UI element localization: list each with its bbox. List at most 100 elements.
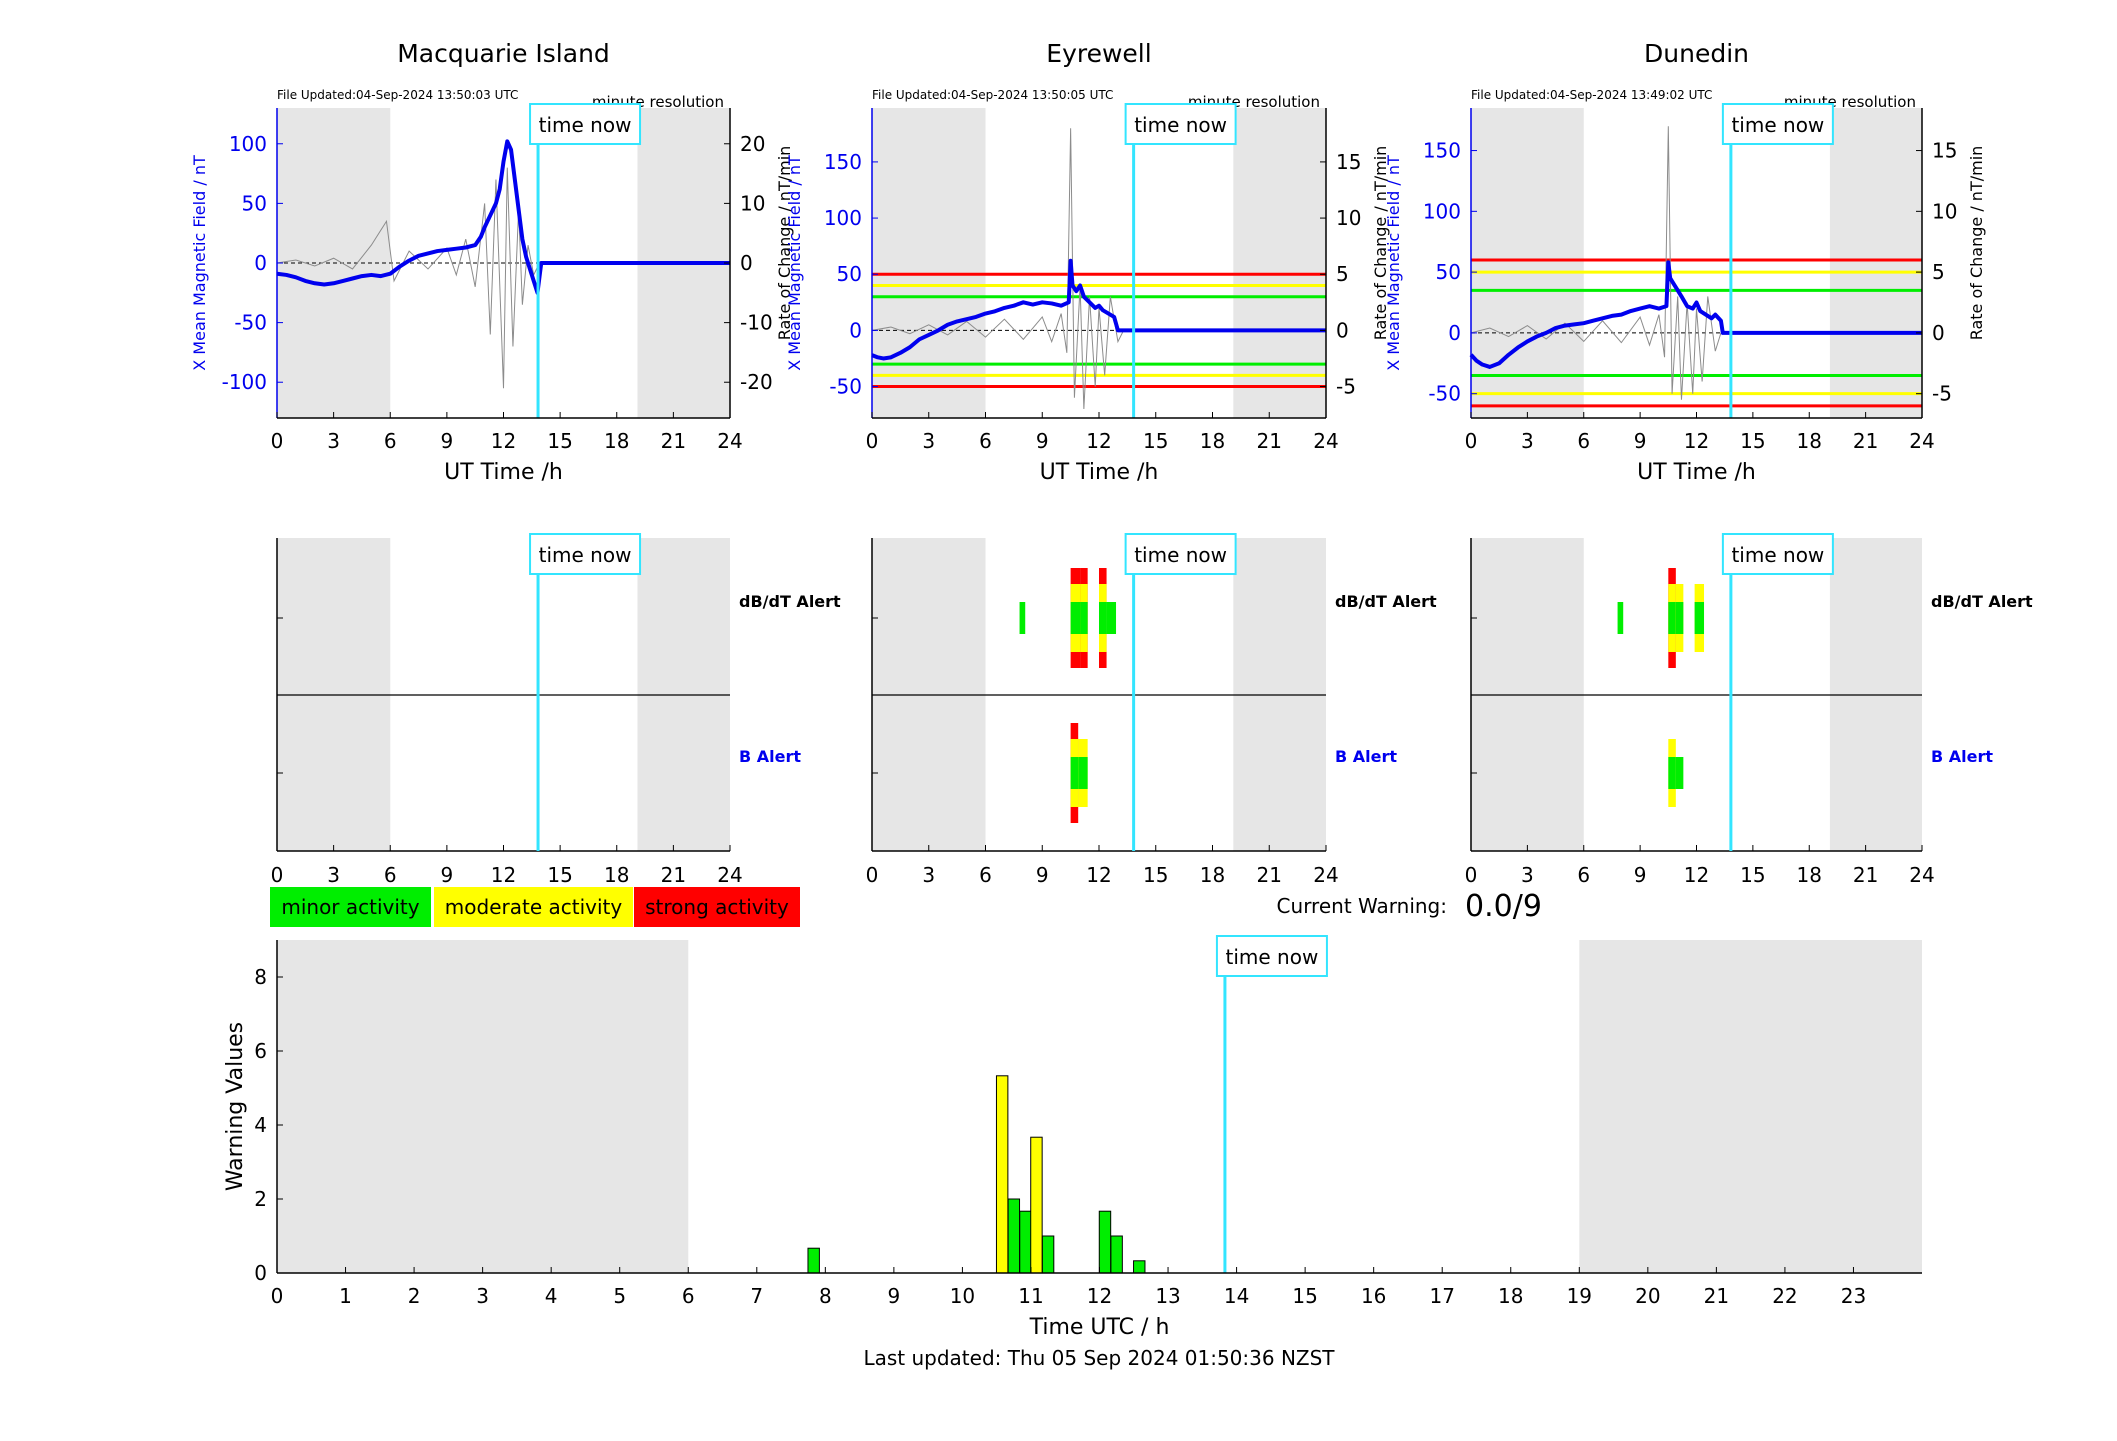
right-tick-label: 10 [1932, 199, 1957, 223]
night-shading [872, 108, 986, 418]
x-tick-label: 0 [271, 863, 284, 887]
x-tick-label: 19 [1567, 1284, 1592, 1308]
x-tick-label: 9 [441, 863, 454, 887]
dbdt-alert-mark-minor [1080, 602, 1088, 634]
left-tick-label: -100 [222, 370, 267, 394]
legend-label-moderate: moderate activity [445, 895, 623, 919]
x-tick-label: 21 [661, 429, 686, 453]
x-tick-label: 18 [604, 429, 629, 453]
dbdt-alert-mark-minor [1675, 602, 1684, 634]
x-tick-label: 18 [1797, 863, 1822, 887]
x-tick-label: 21 [661, 863, 686, 887]
time-now-box [1124, 103, 1237, 145]
right-tick-label: 5 [1336, 262, 1349, 286]
y-tick-label: 8 [254, 965, 267, 989]
x-tick-label: 3 [476, 1284, 489, 1308]
x-tick-label: 6 [1577, 863, 1590, 887]
x-tick-label: 7 [750, 1284, 763, 1308]
x-tick-label: 9 [888, 1284, 901, 1308]
y-axis-label: Warning Values [223, 1022, 248, 1191]
x-tick-label: 12 [1684, 863, 1709, 887]
b-alert-label: B Alert [739, 747, 801, 766]
right-tick-label: -5 [1336, 375, 1356, 399]
x-tick-label: 4 [545, 1284, 558, 1308]
b-alert-label: B Alert [1931, 747, 1993, 766]
x-tick-label: 13 [1155, 1284, 1180, 1308]
x-tick-label: 15 [547, 863, 572, 887]
b-alert-mark-minor [1078, 757, 1088, 789]
time-now-label: time now [1134, 113, 1227, 137]
night-shading [277, 940, 689, 1273]
x-tick-label: 3 [922, 429, 935, 453]
dbdt-alert-label: dB/dT Alert [1335, 592, 1437, 611]
night-shading [1829, 108, 1922, 418]
warning-bar [1030, 1136, 1043, 1274]
x-tick-label: 9 [441, 429, 454, 453]
x-tick-label: 0 [1465, 429, 1478, 453]
x-tick-label: 12 [1086, 863, 1111, 887]
time-now-box [1721, 103, 1834, 145]
x-tick-label: 20 [1635, 1284, 1660, 1308]
x-tick-label: 15 [1740, 429, 1765, 453]
time-now-box [1721, 533, 1834, 575]
right-tick-label: 15 [1932, 139, 1957, 163]
time-now-label: time now [1226, 945, 1319, 969]
right-tick-label: -5 [1932, 382, 1952, 406]
left-tick-label: 50 [242, 191, 267, 215]
file-updated-text: File Updated:04-Sep-2024 13:50:03 UTC [277, 88, 518, 102]
x-tick-label: 15 [1143, 429, 1168, 453]
x-tick-label: 3 [327, 863, 340, 887]
time-now-label: time now [539, 113, 632, 137]
alert-panel-1: time now dB/dT Alert B Alert 0 3 6 9 12 15 18 21 24 [271, 533, 841, 887]
dbdt-alert-mark-minor [1019, 602, 1026, 634]
x-tick-label: 22 [1772, 1284, 1797, 1308]
dbdt-alert-mark-minor [1617, 602, 1624, 634]
alert-panel-2: time now dB/dT Alert B Alert 0 3 6 9 12 15 18 21 24 [866, 533, 1437, 887]
x-tick-label: 6 [979, 863, 992, 887]
left-tick-label: -50 [1428, 382, 1461, 406]
station-title: Macquarie Island [397, 39, 610, 68]
dbdt-alert-label: dB/dT Alert [739, 592, 841, 611]
left-tick-label: 0 [849, 318, 862, 342]
x-tick-label: 24 [1313, 863, 1338, 887]
left-tick-label: 150 [1423, 139, 1461, 163]
dbdt-alert-mark-minor [1106, 602, 1117, 634]
x-tick-label: 15 [547, 429, 572, 453]
left-tick-label: 0 [1448, 321, 1461, 345]
x-tick-label: 24 [1313, 429, 1338, 453]
x-tick-label: 9 [1036, 429, 1049, 453]
x-tick-label: 16 [1361, 1284, 1386, 1308]
x-tick-label: 3 [1521, 429, 1534, 453]
x-tick-label: 3 [1521, 863, 1534, 887]
x-tick-label: 12 [1684, 429, 1709, 453]
magnetometer-panel-2: Eyrewell File Updated:04-Sep-2024 13:50:0… [785, 39, 1390, 485]
b-alert-mark-minor [1675, 757, 1684, 789]
time-now-label: time now [1134, 543, 1227, 567]
file-updated-text: File Updated:04-Sep-2024 13:49:02 UTC [1471, 88, 1712, 102]
night-shading [1233, 108, 1326, 418]
time-now-box [529, 533, 642, 575]
warning-bar [1041, 1235, 1055, 1274]
left-axis-label: X Mean Magnetic Field / nT [785, 155, 804, 371]
x-tick-label: 21 [1853, 863, 1878, 887]
legend-label-minor: minor activity [281, 895, 419, 919]
dbdt-alert-mark-minor [1099, 602, 1107, 634]
legend-label-strong: strong activity [645, 895, 789, 919]
x-axis-label: UT Time /h [444, 460, 563, 485]
rate-of-change-series [871, 128, 1125, 410]
x-tick-label: 24 [1909, 429, 1934, 453]
mean-field-series [1469, 260, 1922, 369]
right-tick-label: 5 [1932, 260, 1945, 284]
x-tick-label: 2 [408, 1284, 421, 1308]
x-tick-label: 5 [613, 1284, 626, 1308]
dbdt-alert-mark-minor [1070, 602, 1081, 634]
x-tick-label: 6 [384, 863, 397, 887]
left-axis-label: X Mean Magnetic Field / nT [1384, 155, 1403, 371]
night-shading [1471, 108, 1584, 418]
left-tick-label: 50 [1436, 260, 1461, 284]
mean-field-series [871, 258, 1326, 361]
x-tick-label: 17 [1429, 1284, 1454, 1308]
x-axis-label: UT Time /h [1040, 460, 1159, 485]
x-tick-label: 24 [1909, 863, 1934, 887]
